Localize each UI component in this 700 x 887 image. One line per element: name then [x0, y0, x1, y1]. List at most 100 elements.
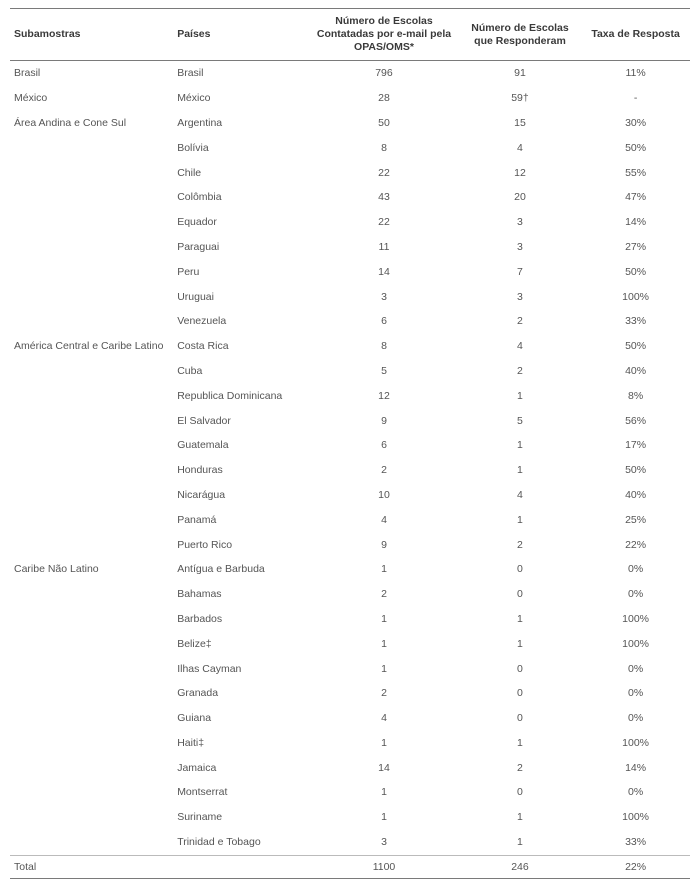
table-row: Haiti‡11100% — [10, 731, 690, 756]
cell-pais: El Salvador — [173, 409, 309, 434]
table-row: Bahamas200% — [10, 582, 690, 607]
cell-responderam: 1 — [459, 458, 581, 483]
cell-pais: Republica Dominicana — [173, 384, 309, 409]
cell-taxa: 40% — [581, 359, 690, 384]
cell-pais: Guatemala — [173, 433, 309, 458]
cell-responderam: 1 — [459, 508, 581, 533]
cell-subamostra — [10, 136, 173, 161]
cell-taxa: 22% — [581, 533, 690, 558]
cell-subamostra — [10, 483, 173, 508]
table-row: Chile221255% — [10, 161, 690, 186]
cell-taxa: 14% — [581, 756, 690, 781]
table-row: Belize‡11100% — [10, 632, 690, 657]
cell-contatadas: 796 — [309, 61, 459, 86]
cell-responderam: 1 — [459, 632, 581, 657]
cell-responderam: 0 — [459, 780, 581, 805]
cell-subamostra — [10, 706, 173, 731]
cell-responderam: 0 — [459, 557, 581, 582]
cell-contatadas: 2 — [309, 681, 459, 706]
cell-pais: Nicarágua — [173, 483, 309, 508]
cell-taxa: 0% — [581, 557, 690, 582]
cell-subamostra — [10, 161, 173, 186]
cell-pais: Honduras — [173, 458, 309, 483]
cell-subamostra — [10, 731, 173, 756]
cell-taxa: 11% — [581, 61, 690, 86]
cell-contatadas: 43 — [309, 185, 459, 210]
table-row: Caribe Não LatinoAntígua e Barbuda100% — [10, 557, 690, 582]
cell-pais: Jamaica — [173, 756, 309, 781]
col-taxa: Taxa de Resposta — [581, 9, 690, 61]
cell-subamostra — [10, 384, 173, 409]
cell-subamostra — [10, 235, 173, 260]
cell-pais: Colômbia — [173, 185, 309, 210]
col-paises: Países — [173, 9, 309, 61]
cell-contatadas: 11 — [309, 235, 459, 260]
cell-contatadas: 14 — [309, 756, 459, 781]
cell-taxa: 100% — [581, 805, 690, 830]
cell-pais: Equador — [173, 210, 309, 235]
cell-contatadas: 28 — [309, 86, 459, 111]
cell-pais: Antígua e Barbuda — [173, 557, 309, 582]
cell-taxa: 33% — [581, 830, 690, 855]
data-table-wrapper: Subamostras Países Número de Escolas Con… — [10, 8, 690, 879]
cell-subamostra — [10, 780, 173, 805]
cell-subamostra: América Central e Caribe Latino — [10, 334, 173, 359]
cell-contatadas: 1 — [309, 632, 459, 657]
cell-subamostra — [10, 805, 173, 830]
cell-taxa: 17% — [581, 433, 690, 458]
cell-subamostra — [10, 359, 173, 384]
cell-pais: Paraguai — [173, 235, 309, 260]
table-row: Granada200% — [10, 681, 690, 706]
table-row: Honduras2150% — [10, 458, 690, 483]
table-footer: Total 1100 246 22% — [10, 855, 690, 878]
cell-contatadas: 9 — [309, 409, 459, 434]
cell-taxa: 100% — [581, 731, 690, 756]
cell-responderam: 0 — [459, 582, 581, 607]
col-contatadas: Número de Escolas Contatadas por e-mail … — [309, 9, 459, 61]
cell-contatadas: 1 — [309, 805, 459, 830]
cell-pais: Montserrat — [173, 780, 309, 805]
table-row: Cuba5240% — [10, 359, 690, 384]
cell-contatadas: 2 — [309, 458, 459, 483]
cell-responderam: 3 — [459, 210, 581, 235]
table-row: BrasilBrasil7969111% — [10, 61, 690, 86]
cell-taxa: 0% — [581, 780, 690, 805]
table-row: Área Andina e Cone SulArgentina501530% — [10, 111, 690, 136]
cell-contatadas: 12 — [309, 384, 459, 409]
cell-pais: Costa Rica — [173, 334, 309, 359]
cell-taxa: 50% — [581, 458, 690, 483]
table-row: El Salvador9556% — [10, 409, 690, 434]
cell-pais: Bahamas — [173, 582, 309, 607]
cell-subamostra: Brasil — [10, 61, 173, 86]
table-row: Barbados11100% — [10, 607, 690, 632]
col-subamostras: Subamostras — [10, 9, 173, 61]
cell-subamostra — [10, 210, 173, 235]
cell-responderam: 20 — [459, 185, 581, 210]
cell-responderam: 12 — [459, 161, 581, 186]
cell-contatadas: 3 — [309, 830, 459, 855]
cell-subamostra — [10, 533, 173, 558]
cell-contatadas: 1 — [309, 731, 459, 756]
table-row: Trinidad e Tobago3133% — [10, 830, 690, 855]
cell-pais: Cuba — [173, 359, 309, 384]
table-row: Republica Dominicana1218% — [10, 384, 690, 409]
cell-pais: Belize‡ — [173, 632, 309, 657]
cell-subamostra — [10, 409, 173, 434]
cell-contatadas: 8 — [309, 334, 459, 359]
cell-responderam: 1 — [459, 830, 581, 855]
cell-taxa: 55% — [581, 161, 690, 186]
table-row: Peru14750% — [10, 260, 690, 285]
cell-contatadas: 1 — [309, 780, 459, 805]
table-row: Equador22314% — [10, 210, 690, 235]
cell-taxa: 14% — [581, 210, 690, 235]
cell-subamostra — [10, 830, 173, 855]
cell-pais: Venezuela — [173, 309, 309, 334]
table-row: Jamaica14214% — [10, 756, 690, 781]
cell-subamostra — [10, 582, 173, 607]
cell-contatadas: 6 — [309, 433, 459, 458]
table-row: Colômbia432047% — [10, 185, 690, 210]
cell-taxa: 27% — [581, 235, 690, 260]
cell-responderam: 1 — [459, 384, 581, 409]
cell-contatadas: 1 — [309, 557, 459, 582]
cell-responderam: 1 — [459, 433, 581, 458]
